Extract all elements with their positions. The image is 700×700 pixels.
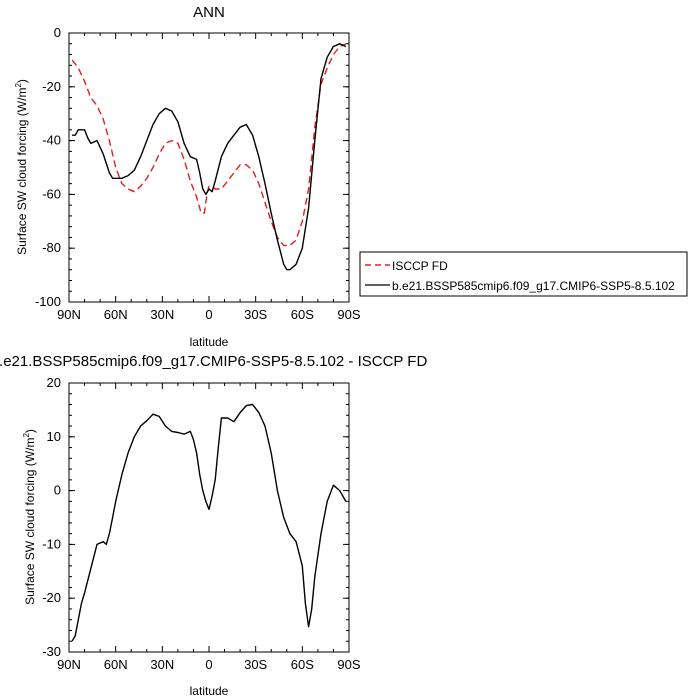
top-panel-x-tick-label: 30N [150,307,174,322]
legend-label-isccp-fd: ISCCP FD [392,259,448,273]
bottom-panel-series [71,403,347,642]
top-panel-y-tick-label: -100 [35,294,61,309]
top-panel-y-tick-label: -40 [42,133,61,148]
top-panel-x-tick-label: 90S [337,307,360,322]
bottom-panel-x-tick-label: 90S [337,657,360,672]
top-panel: ANN 90N 60N 30N 0 30S 60S 90S -100 -80 -60 -40 -20 0… [14,4,361,349]
top-panel-x-tick-label: 0 [205,307,212,322]
top-panel-title: ANN [193,4,225,21]
bottom-panel-y-axis-title-main: Surface SW cloud forcing (W/m [23,438,37,605]
bottom-panel-x-tick-label: 90N [57,657,81,672]
bottom-panel-y-axis-title-end: ) [23,429,37,433]
bottom-panel-title: b.e21.BSSP585cmip6.f09_g17.CMIP6-SSP5-8.… [0,353,427,370]
bottom-panel-x-tick-label: 60S [291,657,314,672]
bottom-panel-y-tick-label: 0 [54,483,61,498]
legend-label-model: b.e21.BSSP585cmip6.f09_g17.CMIP6-SSP5-8.… [392,279,675,293]
bottom-panel-x-tick-label: 0 [205,657,212,672]
top-panel-x-tick-label: 90N [57,307,81,322]
top-panel-series [71,43,347,271]
top-panel-y-axis-title-main: Surface SW cloud forcing (W/m [15,88,29,255]
top-panel-y-tick-label: -80 [42,240,61,255]
bottom-panel-series-line-0 [71,403,347,642]
bottom-panel-y-tick-label: -20 [42,590,61,605]
top-panel-y-axis-title-superscript: 2 [14,83,23,88]
bottom-panel-y-tick-label: -10 [42,536,61,551]
top-panel-x-tick-label: 60S [291,307,314,322]
bottom-panel-x-tick-label: 60N [104,657,128,672]
legend: ISCCP FD b.e21.BSSP585cmip6.f09_g17.CMIP… [359,251,688,297]
bottom-panel-x-tick-label: 30N [150,657,174,672]
top-panel-y-axis-title: Surface SW cloud forcing (W/m2) [14,79,29,255]
top-panel-y-tick-label: -20 [42,79,61,94]
top-panel-x-tick-label: 60N [104,307,128,322]
top-panel-y-axis-title-end: ) [15,79,29,83]
bottom-panel-axes: 90N 60N 30N 0 30S 60S 90S -30 -20 -10 0 10 20 [42,375,361,672]
top-panel-axes: 90N 60N 30N 0 30S 60S 90S -100 -80 -60 -40 -20 0 [35,25,361,322]
bottom-panel-y-tick-label: 10 [47,429,61,444]
top-panel-frame [68,32,350,303]
bottom-panel-x-axis-title: latitude [190,684,229,698]
bottom-panel-y-tick-label: 20 [47,375,61,390]
top-panel-y-tick-label: -60 [42,186,61,201]
top-panel-series-line-0 [71,43,347,247]
bottom-panel-x-tick-label: 30S [244,657,267,672]
top-panel-x-tick-label: 30S [244,307,267,322]
bottom-panel-y-axis-title-superscript: 2 [22,433,31,438]
bottom-panel-y-axis-title: Surface SW cloud forcing (W/m2) [22,429,37,605]
bottom-panel: b.e21.BSSP585cmip6.f09_g17.CMIP6-SSP5-8.… [0,353,427,698]
top-panel-x-axis-title: latitude [190,335,229,349]
bottom-panel-y-tick-label: -30 [42,644,61,659]
top-panel-y-tick-label: 0 [54,25,61,40]
legend-box [359,251,688,297]
top-panel-series-line-1 [72,43,347,271]
